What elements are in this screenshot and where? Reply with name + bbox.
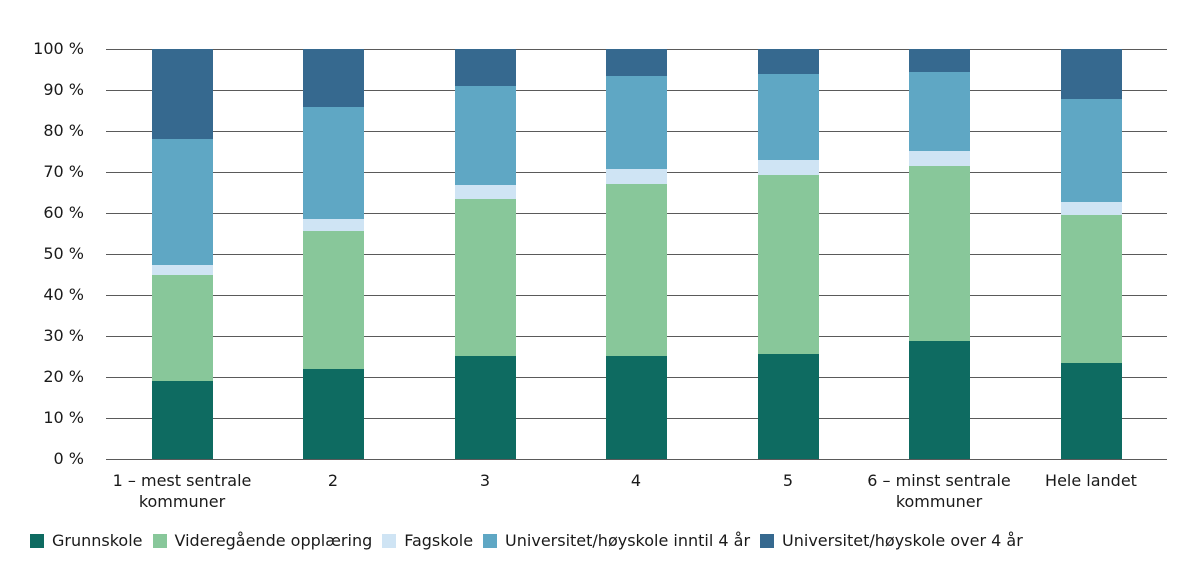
bar-segment <box>758 353 819 459</box>
bar-segment <box>909 48 970 72</box>
bar-segment <box>758 48 819 75</box>
x-tick-label: 5 <box>703 470 873 491</box>
y-tick-label: 30 % <box>43 326 84 345</box>
legend-item: Grunnskole <box>30 530 143 552</box>
x-tick-label-line: 6 – minst sentrale <box>867 471 1011 490</box>
legend-label: Universitet/høyskole over 4 år <box>782 531 1023 550</box>
legend-label: Grunnskole <box>52 531 143 550</box>
x-tick-label-line: kommuner <box>895 492 983 511</box>
legend-item: Universitet/høyskole over 4 år <box>760 530 1023 552</box>
legend-swatch-icon <box>30 534 44 548</box>
legend-item: Universitet/høyskole inntil 4 år <box>483 530 750 552</box>
y-tick-label: 0 % <box>53 449 84 468</box>
bar-1 <box>152 48 213 459</box>
bar-segment <box>303 218 364 232</box>
bar-segment <box>909 71 970 151</box>
bar-segment <box>303 368 364 459</box>
bar-4 <box>606 48 667 459</box>
x-tick-label-line: 3 <box>479 471 491 490</box>
bar-segment <box>606 183 667 357</box>
y-tick-label: 40 % <box>43 285 84 304</box>
bar-segment <box>455 48 516 86</box>
x-tick-label-line: kommuner <box>138 492 226 511</box>
bar-segment <box>303 48 364 108</box>
x-tick-label: 3 <box>400 470 570 491</box>
bar-segment <box>758 73 819 161</box>
bar-segment <box>455 184 516 199</box>
bar-segment <box>152 274 213 381</box>
x-tick-label-line: 1 – mest sentrale <box>112 471 252 490</box>
x-tick-label-line: Hele landet <box>1045 471 1137 490</box>
legend-label: Universitet/høyskole inntil 4 år <box>505 531 751 550</box>
bar-segment <box>909 340 970 459</box>
bar-segment <box>606 168 667 184</box>
y-tick-label: 90 % <box>43 80 84 99</box>
bar-3 <box>455 48 516 459</box>
y-tick-label: 70 % <box>43 162 84 181</box>
bar-segment <box>909 165 970 341</box>
bar-segment <box>455 355 516 459</box>
x-tick-label: 1 – mest sentrale kommuner <box>97 470 267 512</box>
x-tick-label: Hele landet <box>1006 470 1176 491</box>
bar-7 <box>1061 48 1122 459</box>
y-tick-label: 10 % <box>43 408 84 427</box>
bar-segment <box>455 85 516 185</box>
bar-segment <box>152 265 213 276</box>
bar-segment <box>606 355 667 459</box>
bar-segment <box>606 48 667 77</box>
bar-segment <box>455 198 516 357</box>
x-tick-label: 4 <box>551 470 721 491</box>
x-tick-label-line: 5 <box>782 471 794 490</box>
legend-swatch-icon <box>483 534 498 548</box>
bar-2 <box>303 48 364 459</box>
x-tick-label-line: 2 <box>327 471 339 490</box>
y-tick-label: 80 % <box>43 121 84 140</box>
bar-6 <box>909 48 970 459</box>
bar-segment <box>606 75 667 170</box>
legend-swatch-icon <box>760 534 775 548</box>
bar-segment <box>909 150 970 166</box>
bar-segment <box>1061 362 1122 459</box>
gridline <box>106 459 1167 460</box>
y-tick-label: 60 % <box>43 203 84 222</box>
y-tick-label: 20 % <box>43 367 84 386</box>
bar-segment <box>152 138 213 266</box>
bar-segment <box>758 174 819 355</box>
legend-swatch-icon <box>382 534 397 548</box>
legend-item: Fagskole <box>382 530 473 552</box>
legend-label: Videregående opplæring <box>174 531 373 550</box>
x-tick-label-line: 4 <box>630 471 642 490</box>
y-tick-label: 100 % <box>33 39 84 58</box>
bar-segment <box>152 380 213 459</box>
bar-segment <box>1061 214 1122 364</box>
bar-segment <box>152 48 213 140</box>
bar-segment <box>303 106 364 220</box>
x-tick-label: 2 <box>248 470 418 491</box>
legend: Grunnskole Videregående opplæring Fagskole… <box>30 530 1033 552</box>
bar-segment <box>1061 201 1122 216</box>
bar-segment <box>1061 98 1122 203</box>
bar-segment <box>1061 48 1122 99</box>
legend-label: Fagskole <box>404 531 474 550</box>
bar-segment <box>758 159 819 176</box>
bar-5 <box>758 48 819 459</box>
legend-item: Videregående opplæring <box>152 530 373 552</box>
x-tick-label: 6 – minst sentrale kommuner <box>854 470 1024 512</box>
bar-segment <box>303 230 364 369</box>
legend-swatch-icon <box>152 534 167 548</box>
y-tick-label: 50 % <box>43 244 84 263</box>
